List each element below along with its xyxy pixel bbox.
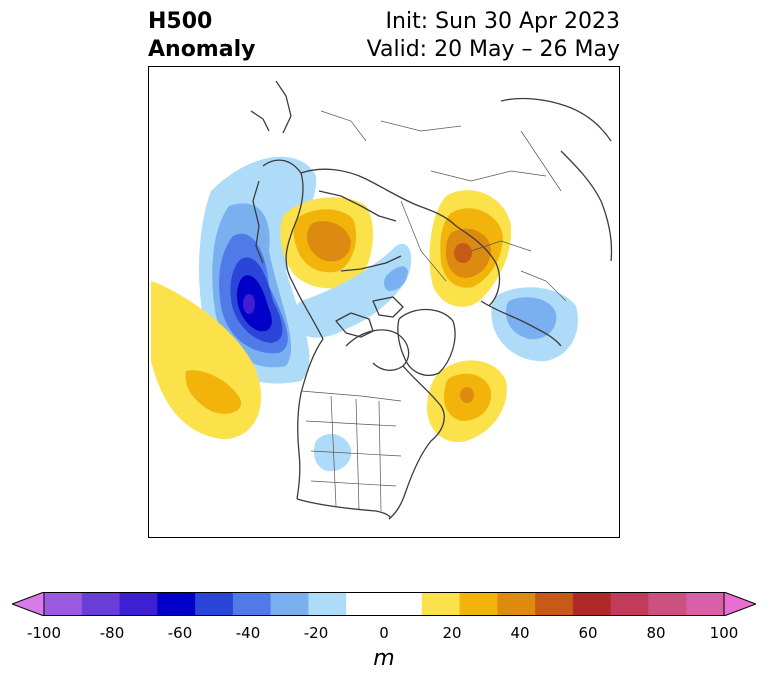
map-canvas — [151, 80, 613, 520]
anomaly-east-siberia-positive — [280, 197, 374, 289]
colorbar-cell — [572, 592, 612, 616]
map-dates: Init: Sun 30 Apr 2023 Valid: 20 May – 26… — [367, 8, 620, 64]
colorbar-cell — [384, 592, 423, 616]
anomaly-atlantic-positive — [426, 360, 507, 443]
colorbar-cell — [270, 592, 309, 616]
colorbar-cell — [535, 592, 574, 616]
anomaly-west-europe-negative — [491, 287, 578, 362]
colorbar-cell — [44, 592, 83, 616]
colorbar-tick-label: 20 — [442, 624, 462, 642]
colorbar-cell — [459, 592, 498, 616]
colorbar-tick-label: -100 — [26, 624, 62, 642]
colorbar-cell — [119, 592, 158, 616]
colorbar-cell — [308, 592, 347, 616]
valid-range: Valid: 20 May – 26 May — [366, 37, 620, 62]
colorbar — [10, 591, 758, 617]
colorbar-tick-label: 60 — [578, 624, 598, 642]
colorbar-cell — [648, 592, 687, 616]
coastlines — [250, 80, 613, 520]
colorbar-cell — [232, 592, 272, 616]
colorbar-tick-label: 80 — [646, 624, 666, 642]
anomaly-west-russia-positive — [429, 190, 512, 307]
colorbar-cell — [346, 592, 385, 616]
colorbar-cell — [686, 592, 725, 616]
colorbar-unit: m — [373, 646, 395, 671]
colorbar-tick-label: 0 — [379, 624, 389, 642]
title-variable: H500 — [148, 9, 213, 34]
colorbar-cell — [81, 592, 121, 616]
colorbar-cell — [497, 592, 536, 616]
colorbar-tick-label: -20 — [303, 624, 329, 642]
anomaly-north-pacific-positive — [151, 281, 262, 440]
title-quantity: Anomaly — [148, 37, 256, 62]
borders — [300, 110, 567, 512]
anomaly-map — [148, 66, 620, 538]
colorbar-cell — [195, 592, 234, 616]
colorbar-svg — [10, 591, 758, 617]
colorbar-extend-high — [723, 591, 758, 617]
init-date: Init: Sun 30 Apr 2023 — [385, 9, 620, 34]
colorbar-extend-low — [10, 591, 45, 617]
colorbar-tick-label: -80 — [99, 624, 125, 642]
colorbar-cell — [157, 592, 196, 616]
colorbar-cell — [421, 592, 461, 616]
anomaly-arctic-negative — [294, 243, 412, 338]
colorbar-tick-label: -40 — [235, 624, 261, 642]
colorbar-tick-label: 100 — [709, 624, 739, 642]
colorbar-outline — [43, 592, 725, 616]
map-title: H500 Anomaly — [148, 8, 255, 64]
colorbar-tick-label: 40 — [510, 624, 530, 642]
colorbar-tick-label: -60 — [167, 624, 193, 642]
anomaly-central-us-negative — [313, 434, 352, 472]
colorbar-cell — [610, 592, 649, 616]
